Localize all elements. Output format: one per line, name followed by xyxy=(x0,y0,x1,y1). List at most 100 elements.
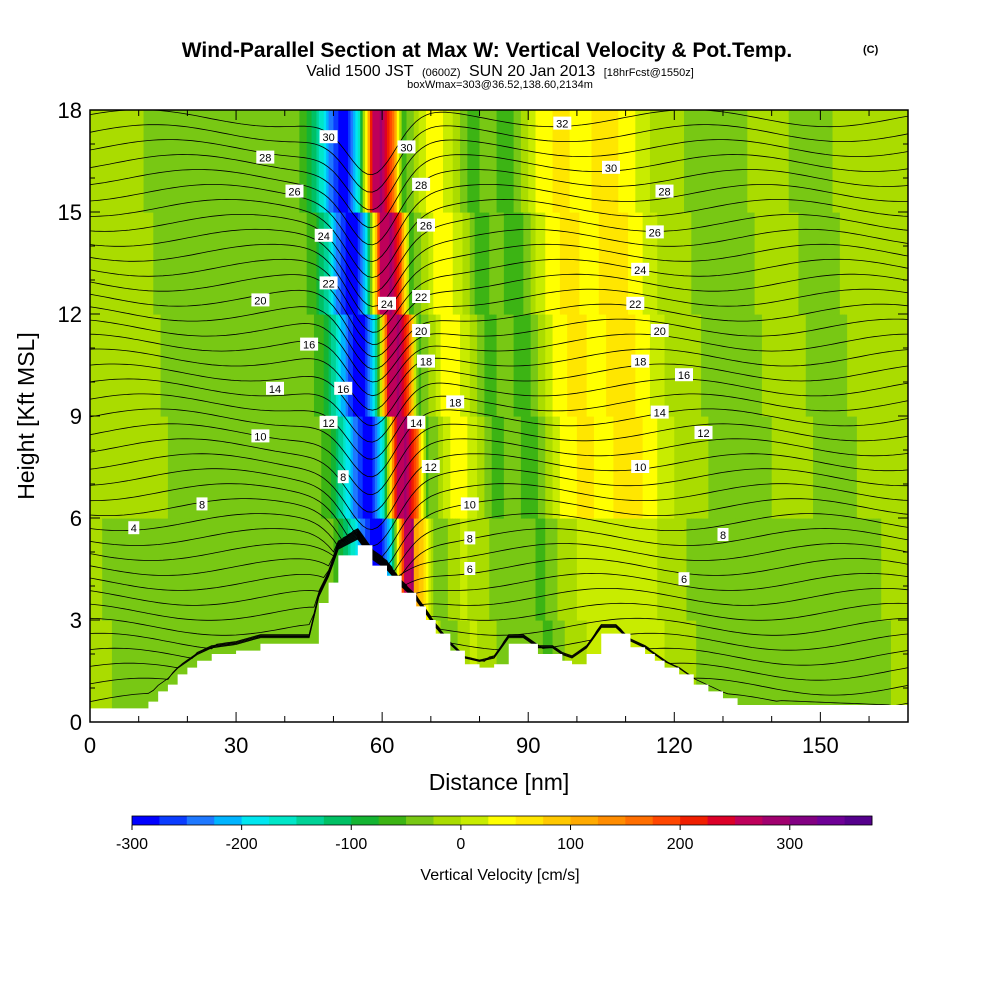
contour-label-text: 26 xyxy=(288,187,300,199)
w-cell xyxy=(236,416,240,519)
w-cell xyxy=(886,314,890,417)
colorbar-swatch xyxy=(433,816,462,825)
w-cell xyxy=(272,518,276,621)
w-cell xyxy=(747,416,751,519)
w-cell xyxy=(289,212,293,315)
w-cell xyxy=(598,314,602,417)
w-cell xyxy=(744,416,748,519)
w-cell xyxy=(160,620,164,722)
w-cell xyxy=(652,314,656,417)
w-cell xyxy=(362,416,366,519)
w-cell xyxy=(905,416,908,519)
w-cell xyxy=(265,416,269,519)
w-cell xyxy=(817,314,821,417)
w-cell xyxy=(228,416,232,519)
w-cell xyxy=(148,518,152,621)
w-cell xyxy=(754,620,758,722)
w-cell xyxy=(182,416,186,519)
w-cell xyxy=(579,416,583,519)
w-cell xyxy=(160,110,164,213)
w-cell xyxy=(94,518,98,621)
w-cell xyxy=(754,110,758,213)
w-cell xyxy=(676,110,680,213)
w-cell xyxy=(199,518,203,621)
w-cell xyxy=(618,518,622,621)
w-cell xyxy=(759,518,763,621)
w-cell xyxy=(696,620,700,722)
w-cell xyxy=(343,314,347,417)
w-cell xyxy=(257,212,262,315)
w-cell xyxy=(705,314,709,417)
w-cell xyxy=(333,314,337,417)
w-cell xyxy=(859,110,863,213)
w-cell xyxy=(430,518,434,621)
w-cell xyxy=(589,212,593,315)
w-cell xyxy=(545,314,549,417)
w-cell xyxy=(688,416,692,519)
w-cell xyxy=(328,212,332,315)
w-cell xyxy=(550,518,554,621)
w-cell xyxy=(165,620,169,722)
w-cell xyxy=(294,314,298,417)
w-cell xyxy=(822,314,826,417)
w-cell xyxy=(318,110,322,213)
w-cell xyxy=(240,518,244,621)
w-cell xyxy=(817,212,821,315)
w-cell xyxy=(876,212,880,315)
w-cell xyxy=(323,518,327,621)
w-cell xyxy=(574,110,578,213)
contour-label-text: 26 xyxy=(420,221,432,233)
w-cell xyxy=(138,416,142,519)
contour-label-box xyxy=(464,531,476,545)
w-cell xyxy=(175,416,179,519)
w-cell xyxy=(387,212,391,315)
w-cell xyxy=(447,110,451,213)
contour-label-text: 26 xyxy=(649,227,661,239)
w-cell xyxy=(204,314,208,417)
w-cell xyxy=(888,416,892,519)
w-cell xyxy=(669,212,673,315)
w-cell xyxy=(705,620,709,722)
w-cell xyxy=(859,212,863,315)
w-cell xyxy=(781,314,785,417)
w-cell xyxy=(676,416,680,519)
w-cell xyxy=(615,518,619,621)
w-cell xyxy=(340,314,344,417)
w-cell xyxy=(533,314,537,417)
w-cell xyxy=(606,518,610,621)
w-cell xyxy=(377,110,381,213)
w-cell xyxy=(813,518,817,621)
w-cell xyxy=(786,212,790,315)
w-cell xyxy=(725,212,729,315)
w-cell xyxy=(301,416,305,519)
w-cell xyxy=(854,314,858,417)
w-cell xyxy=(530,518,534,621)
w-cell xyxy=(170,518,174,621)
contour-label: 20 xyxy=(650,324,669,338)
w-cell xyxy=(228,518,232,621)
w-cell xyxy=(114,416,118,519)
w-cell xyxy=(435,110,439,213)
w-cell xyxy=(708,110,712,213)
w-cell xyxy=(158,110,162,213)
contour-label-text: 18 xyxy=(420,357,432,369)
w-cell xyxy=(766,518,770,621)
w-cell xyxy=(654,314,658,417)
w-cell xyxy=(735,518,739,621)
w-cell xyxy=(182,518,186,621)
w-cell xyxy=(866,620,870,722)
w-cell xyxy=(189,314,193,417)
w-cell xyxy=(703,620,707,722)
w-cell xyxy=(869,416,873,519)
w-cell xyxy=(718,110,722,213)
w-cell xyxy=(654,110,658,213)
w-cell xyxy=(783,416,787,519)
w-cell xyxy=(813,314,817,417)
w-cell xyxy=(214,416,218,519)
theta-contour xyxy=(90,536,908,666)
w-cell xyxy=(143,212,147,315)
w-cell xyxy=(265,212,269,315)
w-cell xyxy=(282,212,286,315)
w-cell xyxy=(808,314,812,417)
w-cell xyxy=(175,620,179,722)
